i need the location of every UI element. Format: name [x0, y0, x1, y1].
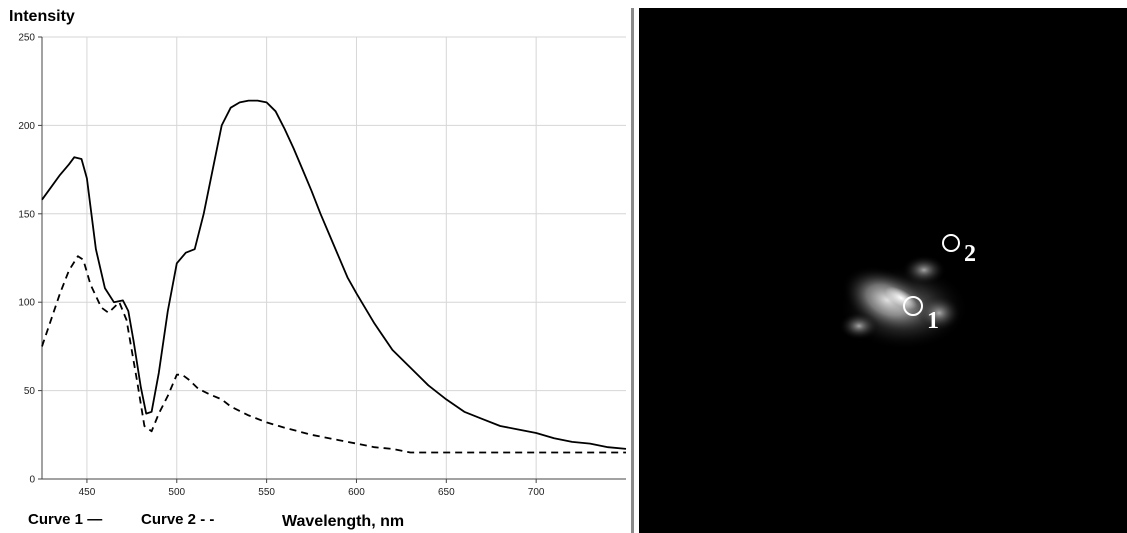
x-tick-label: 650	[438, 487, 455, 498]
x-tick-label: 600	[348, 487, 365, 498]
fluorescence-image-panel: 1 2	[639, 8, 1127, 533]
y-tick-label: 250	[18, 33, 35, 44]
x-tick-label: 700	[528, 487, 545, 498]
y-axis-title: Intensity	[9, 8, 75, 25]
marker-label-2: 2	[964, 241, 976, 267]
marker-circle-1	[903, 296, 923, 316]
series-line-curve-1	[41, 99, 627, 450]
legend-curve-1: Curve 1 —	[28, 511, 103, 528]
legend-curve-2: Curve 2 - -	[141, 511, 215, 528]
panel-divider	[631, 8, 634, 533]
x-axis-title: Wavelength, nm	[282, 513, 405, 530]
x-tick-label: 500	[168, 487, 185, 498]
marker-circle-2	[942, 234, 960, 252]
fluorescence-image	[839, 234, 969, 350]
series-line-curve-2	[41, 255, 626, 454]
marker-label-1: 1	[927, 308, 939, 334]
y-tick-label: 0	[29, 475, 35, 486]
y-tick-label: 100	[18, 298, 35, 309]
y-tick-label: 50	[24, 386, 36, 397]
spectrum-chart: 450 500 550 600 650 700 0 50 100 150 200 250	[18, 33, 627, 498]
y-tick-label: 200	[18, 121, 35, 132]
y-tick-label: 150	[18, 209, 35, 220]
chart-panel: 450 500 550 600 650 700 0 50 100 150 200 250 Intens…	[9, 8, 627, 530]
x-tick-label: 450	[79, 487, 96, 498]
cell-glow	[839, 255, 969, 350]
x-tick-label: 550	[258, 487, 275, 498]
